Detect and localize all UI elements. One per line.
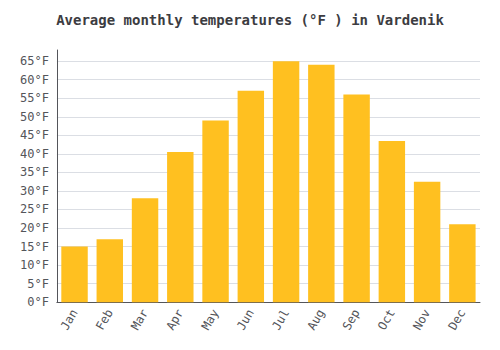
svg-text:Aug: Aug — [304, 307, 327, 333]
svg-text:0°F: 0°F — [27, 295, 49, 309]
svg-text:Feb: Feb — [93, 307, 116, 333]
svg-text:Jul: Jul — [269, 307, 292, 333]
svg-text:20°F: 20°F — [20, 221, 49, 235]
svg-text:Dec: Dec — [445, 307, 468, 333]
svg-text:30°F: 30°F — [20, 184, 49, 198]
svg-text:35°F: 35°F — [20, 165, 49, 179]
svg-text:10°F: 10°F — [20, 258, 49, 272]
svg-text:55°F: 55°F — [20, 91, 49, 105]
svg-text:Sep: Sep — [340, 307, 363, 333]
svg-text:5°F: 5°F — [27, 277, 49, 291]
svg-text:65°F: 65°F — [20, 54, 49, 68]
svg-text:Jun: Jun — [234, 307, 257, 333]
svg-text:Apr: Apr — [163, 307, 186, 333]
svg-text:Mar: Mar — [128, 307, 151, 333]
svg-text:Average monthly temperatures (: Average monthly temperatures (°F ) in Va… — [56, 12, 444, 28]
svg-text:Jan: Jan — [58, 307, 81, 333]
svg-text:Oct: Oct — [375, 307, 398, 333]
svg-text:25°F: 25°F — [20, 202, 49, 216]
svg-text:May: May — [199, 307, 222, 333]
svg-text:Nov: Nov — [410, 307, 433, 333]
svg-text:50°F: 50°F — [20, 110, 49, 124]
svg-text:40°F: 40°F — [20, 147, 49, 161]
svg-text:45°F: 45°F — [20, 128, 49, 142]
svg-text:15°F: 15°F — [20, 240, 49, 254]
svg-text:60°F: 60°F — [20, 73, 49, 87]
